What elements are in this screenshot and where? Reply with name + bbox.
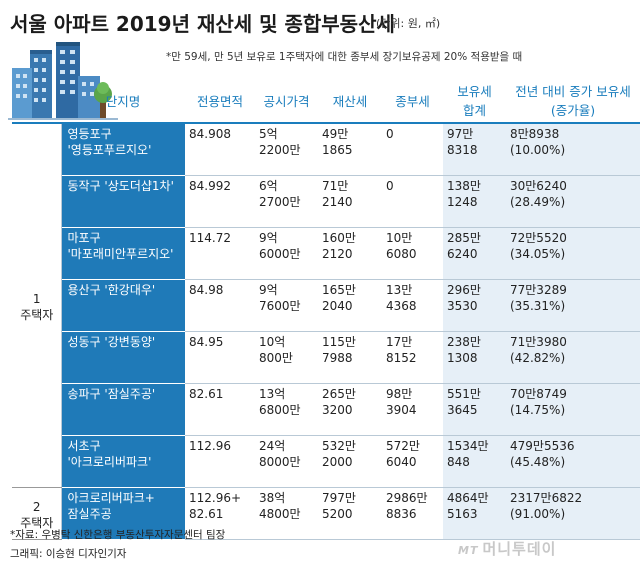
complex-name: 영등포구 '영등포푸르지오': [61, 123, 185, 176]
increase-cell: 71만3980 (42.82%): [506, 331, 640, 384]
comp-tax-cell: 572만 6040: [382, 435, 443, 488]
comp-tax-cell: 2986만 8836: [382, 487, 443, 540]
price-cell: 13억 6800만: [255, 383, 318, 436]
total-cell: 1534만 848: [443, 435, 506, 488]
header-increase-line1: 전년 대비 증가 보유세: [515, 84, 631, 99]
price-cell: 38억 4800만: [255, 487, 318, 540]
tax-table: 단지명 전용면적 공시가격 재산세 종부세 보유세 합계 전년 대비 증가 보유…: [12, 78, 640, 540]
total-cell: 4864만 5163: [443, 487, 506, 540]
unit-label: (단위: 원, ㎡): [376, 17, 441, 30]
chart-title: 서울 아파트 2019년 재산세 및 종합부동산세: [10, 12, 395, 36]
price-cell: 24억 8000만: [255, 435, 318, 488]
source-note: *자료: 우병탁 신한은행 부동산투자자문센터 팀장: [10, 529, 226, 541]
footnote: *만 59세, 만 5년 보유로 1주택자에 대한 종부세 장기보유공제 20%…: [166, 51, 523, 63]
area-cell: 82.61: [185, 383, 255, 436]
table-row: 동작구 '상도더샵1차' 84.992 6억 2700만 71만 2140 0 13…: [12, 175, 640, 228]
total-cell: 551만 3645: [443, 383, 506, 436]
total-cell: 296만 3530: [443, 279, 506, 332]
property-tax-cell: 265만 3200: [318, 383, 382, 436]
header-total: 보유세 합계: [443, 78, 506, 124]
increase-cell: 2317만6822 (91.00%): [506, 487, 640, 540]
area-cell: 84.98: [185, 279, 255, 332]
property-tax-cell: 115만 7988: [318, 331, 382, 384]
increase-cell: 70만8749 (14.75%): [506, 383, 640, 436]
comp-tax-cell: 10만 6080: [382, 227, 443, 280]
header-group: [12, 78, 61, 124]
header-price: 공시가격: [255, 78, 318, 124]
area-cell: 114.72: [185, 227, 255, 280]
increase-cell: 479만5536 (45.48%): [506, 435, 640, 488]
group-two-owner: 2 주택자: [12, 487, 62, 540]
header-total-line2: 합계: [462, 103, 486, 118]
total-cell: 238만 1308: [443, 331, 506, 384]
complex-name: 동작구 '상도더샵1차': [61, 175, 185, 228]
complex-name: 마포구 '마포래미안푸르지오': [61, 227, 185, 280]
property-tax-cell: 71만 2140: [318, 175, 382, 228]
property-tax-cell: 797만 5200: [318, 487, 382, 540]
complex-name: 서초구 '아크로리버파크': [61, 435, 185, 488]
header-comp-tax: 종부세: [382, 78, 443, 124]
comp-tax-cell: 0: [382, 175, 443, 228]
increase-cell: 8만8938 (10.00%): [506, 123, 640, 176]
table-row: 송파구 '잠실주공' 82.61 13억 6800만 265만 3200 98만 39…: [12, 383, 640, 436]
table-row: 1 주택자 영등포구 '영등포푸르지오' 84.908 5억 2200만 49만 18…: [12, 123, 640, 488]
increase-cell: 72만5520 (34.05%): [506, 227, 640, 280]
table-row: 용산구 '한강대우' 84.98 9억 7600만 165만 2040 13만 436…: [12, 279, 640, 332]
group-one-line2: 주택자: [20, 307, 54, 322]
table-row: 성동구 '강변동양' 84.95 10억 800만 115만 7988 17만 815…: [12, 331, 640, 384]
property-tax-cell: 165만 2040: [318, 279, 382, 332]
watermark-text: 머니투데이: [482, 540, 557, 558]
comp-tax-cell: 98만 3904: [382, 383, 443, 436]
complex-name: 용산구 '한강대우': [61, 279, 185, 332]
property-tax-cell: 532만 2000: [318, 435, 382, 488]
property-tax-cell: 49만 1865: [318, 123, 382, 176]
area-cell: 84.95: [185, 331, 255, 384]
group-one-owner: 1 주택자: [12, 123, 62, 488]
total-cell: 138만 1248: [443, 175, 506, 228]
header-increase-line2: (증가율): [550, 103, 596, 118]
table-row: 서초구 '아크로리버파크' 112.96 24억 8000만 532만 2000 57…: [12, 435, 640, 488]
complex-name: 송파구 '잠실주공': [61, 383, 185, 436]
header-area: 전용면적: [185, 78, 255, 124]
price-cell: 6억 2700만: [255, 175, 318, 228]
header-increase: 전년 대비 증가 보유세 (증가율): [506, 78, 640, 124]
price-cell: 9억 6000만: [255, 227, 318, 280]
comp-tax-cell: 17만 8152: [382, 331, 443, 384]
graphic-credit: 그래픽: 이승현 디자인기자: [10, 548, 127, 560]
area-cell: 112.96: [185, 435, 255, 488]
group-one-line1: 1: [32, 291, 41, 306]
header-name: 단지명: [61, 78, 185, 124]
comp-tax-cell: 0: [382, 123, 443, 176]
group-two-line1: 2: [32, 499, 41, 514]
increase-cell: 30만6240 (28.49%): [506, 175, 640, 228]
header-property-tax: 재산세: [318, 78, 382, 124]
total-cell: 285만 6240: [443, 227, 506, 280]
area-cell: 84.908: [185, 123, 255, 176]
table-row: 2 주택자 아크로리버파크+ 잠실주공 112.96+ 82.61 38억 4800만…: [12, 487, 640, 540]
header-total-line1: 보유세: [457, 84, 492, 99]
watermark-mt: MT: [458, 544, 479, 557]
property-tax-cell: 160만 2120: [318, 227, 382, 280]
header-row: 단지명 전용면적 공시가격 재산세 종부세 보유세 합계 전년 대비 증가 보유…: [12, 78, 640, 124]
comp-tax-cell: 13만 4368: [382, 279, 443, 332]
complex-name: 성동구 '강변동양': [61, 331, 185, 384]
table-row: 마포구 '마포래미안푸르지오' 114.72 9억 6000만 160만 2120 1…: [12, 227, 640, 280]
group-two-line2: 주택자: [20, 515, 54, 530]
area-cell: 84.992: [185, 175, 255, 228]
complex-name: 아크로리버파크+ 잠실주공: [61, 487, 185, 540]
price-cell: 9억 7600만: [255, 279, 318, 332]
price-cell: 10억 800만: [255, 331, 318, 384]
total-cell: 97만 8318: [443, 123, 506, 176]
increase-cell: 77만3289 (35.31%): [506, 279, 640, 332]
area-cell: 112.96+ 82.61: [185, 487, 255, 540]
price-cell: 5억 2200만: [255, 123, 318, 176]
watermark: MT 머니투데이: [458, 538, 556, 559]
